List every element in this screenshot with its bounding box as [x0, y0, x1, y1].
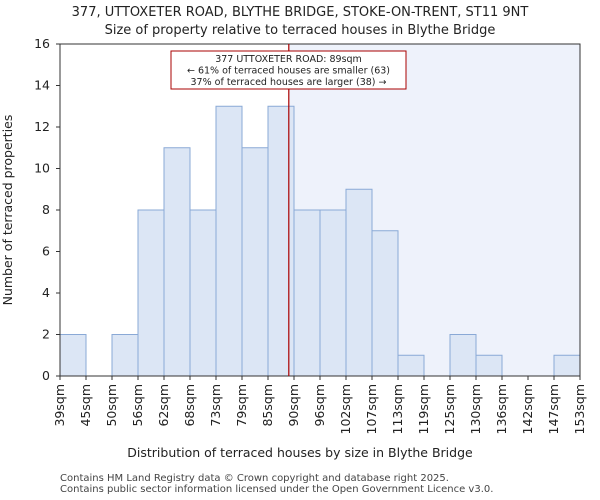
x-tick-label: 45sqm [78, 384, 93, 427]
y-tick-label: 2 [42, 327, 50, 342]
y-tick-label: 0 [42, 368, 50, 383]
chart-title: 377, UTTOXETER ROAD, BLYTHE BRIDGE, STOK… [72, 5, 529, 20]
x-tick-label: 79sqm [234, 384, 249, 427]
y-tick-label: 6 [42, 244, 50, 259]
bar [241, 147, 269, 377]
footer-licence: Contains public sector information licen… [60, 484, 494, 495]
y-tick-label: 8 [42, 202, 50, 217]
x-tick-label: 130sqm [468, 384, 483, 434]
x-tick-label: 125sqm [442, 384, 457, 434]
x-tick-label: 147sqm [546, 384, 561, 434]
footer-copyright: Contains HM Land Registry data © Crown c… [60, 473, 449, 484]
bar [319, 209, 347, 377]
x-tick-label: 107sqm [364, 384, 379, 434]
x-tick-label: 96sqm [312, 384, 327, 427]
x-tick-label: 50sqm [104, 384, 119, 427]
annotation-line: 377 UTTOXETER ROAD: 89sqm [215, 54, 362, 65]
y-axis-label: Number of terraced properties [0, 115, 15, 306]
y-tick-label: 10 [34, 161, 50, 176]
bar [345, 188, 373, 377]
bar [449, 334, 477, 377]
y-tick-label: 16 [34, 36, 50, 51]
bar [137, 209, 165, 377]
bar [163, 147, 191, 377]
annotation-box [170, 50, 407, 90]
x-axis-label: Distribution of terraced houses by size … [127, 445, 473, 460]
x-tick-label: 136sqm [494, 384, 509, 434]
bar [397, 354, 425, 377]
bar [475, 354, 503, 377]
x-tick-label: 62sqm [156, 384, 171, 427]
x-tick-label: 153sqm [572, 384, 587, 434]
bar [267, 105, 295, 377]
x-tick-label: 113sqm [390, 384, 405, 434]
annotation-line: 37% of terraced houses are larger (38) → [191, 77, 387, 88]
annotation-line: ← 61% of terraced houses are smaller (63… [187, 66, 390, 77]
chart-subtitle: Size of property relative to terraced ho… [105, 23, 496, 38]
x-tick-label: 90sqm [286, 384, 301, 427]
y-tick-label: 12 [34, 119, 50, 134]
x-tick-label: 68sqm [182, 384, 197, 427]
bar [59, 334, 87, 377]
bar [189, 209, 217, 377]
x-tick-label: 39sqm [52, 384, 67, 427]
bar [293, 209, 321, 377]
x-tick-label: 119sqm [416, 384, 431, 434]
x-tick-label: 102sqm [338, 384, 353, 434]
y-tick-label: 4 [42, 285, 50, 300]
x-tick-label: 142sqm [520, 384, 535, 434]
x-tick-label: 73sqm [208, 384, 223, 427]
bar [553, 354, 581, 377]
x-tick-label: 56sqm [130, 384, 145, 427]
bar [215, 105, 243, 377]
y-tick-label: 14 [34, 78, 50, 93]
bar [371, 230, 399, 377]
x-tick-label: 85sqm [260, 384, 275, 427]
bar [111, 334, 139, 377]
